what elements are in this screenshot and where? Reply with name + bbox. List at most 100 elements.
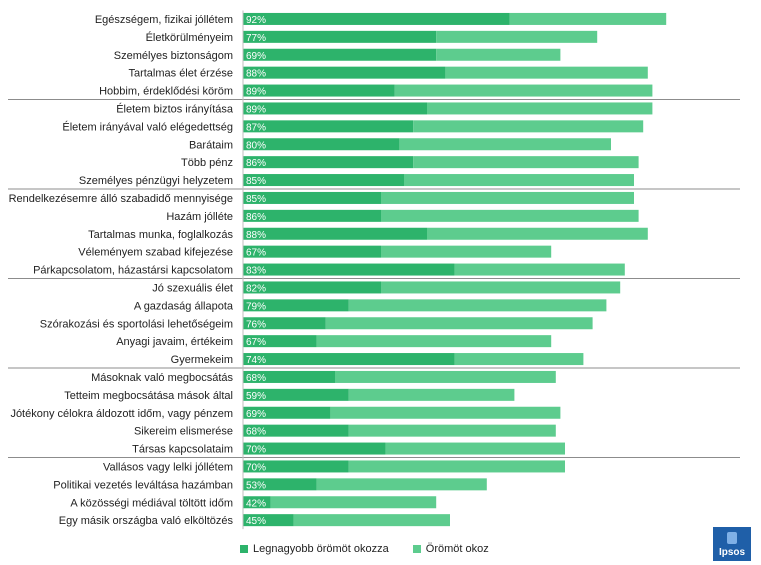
total-value-label: 83% [246,266,266,277]
bar-segment-series-1 [316,335,552,348]
bar-segment-series-1 [348,460,565,473]
category-label: Több pénz [181,157,233,169]
bar-segment-series-0 [243,102,427,115]
bar-segment-series-1 [427,227,648,240]
bar-segment-series-1 [325,317,593,330]
bar-segment-series-0 [243,191,381,204]
bar-segment-series-1 [394,84,653,97]
category-label: Személyes pénzügyi helyzetem [79,175,233,187]
category-label: Tetteim megbocsátása mások által [64,390,233,402]
bar-segment-series-1 [436,48,561,61]
category-label: Hobbim, érdeklődési köröm [99,86,233,98]
bar-segment-series-1 [348,424,556,437]
total-value-label: 53% [246,480,266,491]
bar-segment-series-1 [335,370,556,383]
total-value-label: 74% [246,355,266,366]
category-label: Jó szexuális élet [152,282,233,294]
category-label: Sikereim elismerése [134,426,233,438]
total-value-label: 86% [246,212,266,223]
bar-segment-series-1 [413,120,644,133]
legend-item-series-1: Örömöt okoz [412,543,489,555]
total-value-label: 45% [246,516,266,527]
bar-segment-series-1 [404,174,634,187]
bar-segment-series-0 [243,424,349,437]
bar-segment-series-0 [243,514,294,527]
category-label: Párkapcsolatom, házastársi kapcsolatom [33,265,233,277]
total-value-label: 82% [246,283,266,294]
bar-segment-series-1 [454,263,625,276]
bar-segment-series-0 [243,281,381,294]
category-label: Egészségem, fizikai jóllétem [95,14,233,26]
category-label: Politikai vezetés leváltása hazámban [53,479,233,491]
bar-segment-series-0 [243,406,331,419]
category-label: Életem irányával való elégedettség [62,120,233,133]
category-label: Hazám jólléte [166,211,233,223]
category-label: Életkörülményeim [146,31,233,44]
total-value-label: 68% [246,373,266,384]
bar-segment-series-0 [243,299,349,312]
bar-segment-series-1 [316,478,487,491]
category-label: Személyes biztonságom [114,50,233,62]
bar-segment-series-1 [293,514,450,527]
total-value-label: 70% [246,462,266,473]
bar-segment-series-0 [243,120,414,133]
category-label: Egy másik országba való elköltözés [59,515,234,527]
bar-segment-series-0 [243,460,349,473]
category-label: A gazdaság állapota [134,300,234,312]
category-label: Vallásos vagy lelki jóllétem [103,461,233,473]
category-label: Életem biztos irányítása [116,102,234,115]
total-value-label: 89% [246,87,266,98]
bar-segment-series-1 [348,388,515,401]
bar-segment-series-0 [243,442,386,455]
total-value-label: 89% [246,104,266,115]
category-label: Rendelkezésemre álló szabadidő mennyiség… [9,193,233,205]
bar-segment-series-1 [270,496,437,509]
bar-segment-series-1 [330,406,561,419]
bar-segment-series-0 [243,263,455,276]
bar-segment-series-0 [243,84,395,97]
bar-segment-series-0 [243,478,317,491]
bar-segment-series-0 [243,30,437,43]
total-value-label: 85% [246,194,266,205]
bar-segment-series-0 [243,12,510,25]
category-label: Véleményem szabad kifejezése [78,247,233,259]
bar-segment-series-1 [454,353,584,366]
chart-legend: Legnagyobb örömöt okozza Örömöt okoz [240,543,513,555]
total-value-label: 69% [246,409,266,420]
bar-segment-series-1 [509,12,667,25]
category-label: Másoknak való megbocsátás [91,372,233,384]
bar-segment-series-0 [243,209,381,222]
category-label: Tartalmas munka, foglalkozás [88,229,233,241]
bar-segment-series-1 [348,299,607,312]
total-value-label: 79% [246,301,266,312]
category-label: Gyermekeim [171,354,233,366]
total-value-label: 68% [246,427,266,438]
total-value-label: 92% [246,15,266,26]
total-value-label: 88% [246,69,266,80]
bar-segment-series-1 [381,281,621,294]
total-value-label: 70% [246,445,266,456]
category-label: Jótékony célokra áldozott időm, vagy pén… [10,408,233,420]
legend-swatch-series-0 [240,545,248,553]
bar-segment-series-1 [436,30,598,43]
bar-segment-series-0 [243,388,349,401]
category-label: A közösségi médiával töltött időm [70,497,233,509]
bar-segment-series-0 [243,245,381,258]
bar-segment-series-0 [243,335,317,348]
category-label: Szórakozási és sportolási lehetőségeim [40,318,233,330]
total-value-label: 87% [246,122,266,133]
bar-segment-series-0 [243,138,400,151]
bar-segment-series-0 [243,174,404,187]
total-value-label: 67% [246,248,266,259]
bar-segment-series-0 [243,156,414,169]
total-value-label: 80% [246,140,266,151]
bar-segment-series-0 [243,66,446,79]
total-value-label: 59% [246,391,266,402]
total-value-label: 76% [246,319,266,330]
bar-segment-series-0 [243,496,271,509]
total-value-label: 85% [246,176,266,187]
total-value-label: 88% [246,230,266,241]
bar-segment-series-0 [243,48,437,61]
logo-text: Ipsos [718,547,746,558]
